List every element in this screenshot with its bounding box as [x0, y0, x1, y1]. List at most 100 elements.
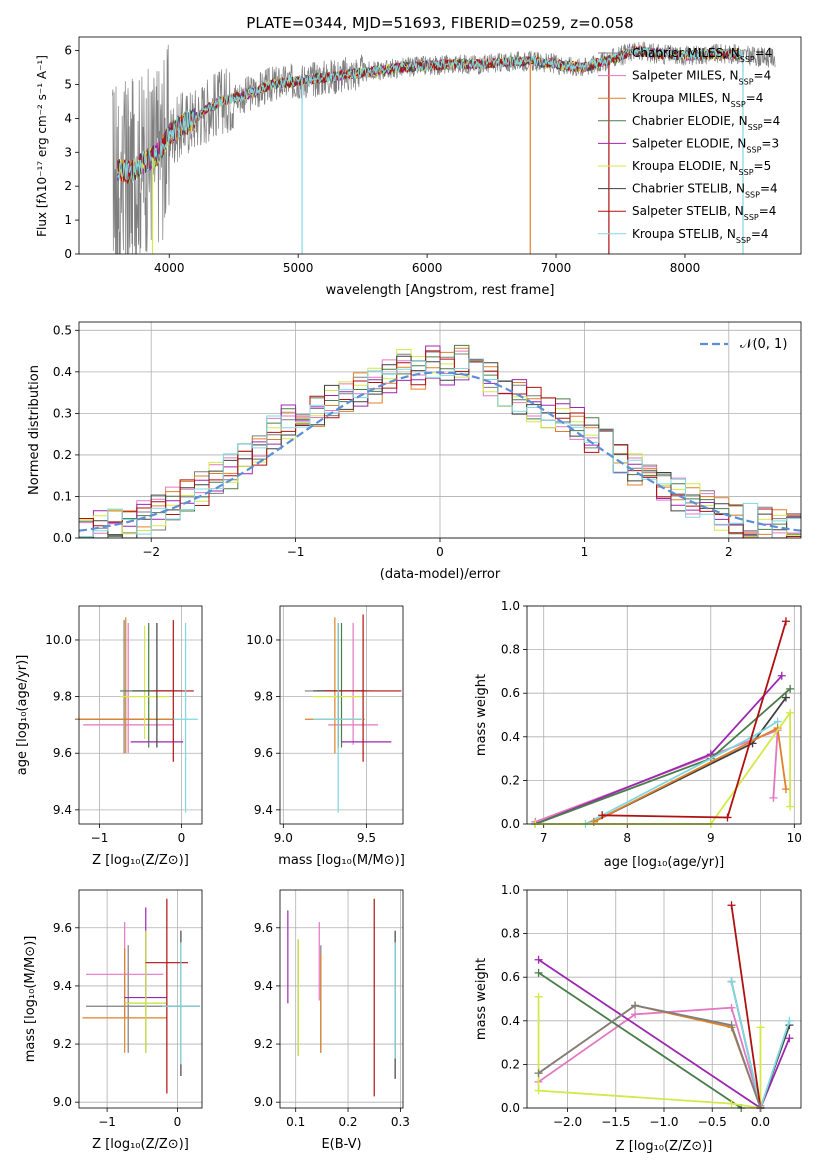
- y-tick-label: 9.4: [254, 803, 273, 817]
- y-tick-label: 9.6: [254, 746, 273, 760]
- ebv-mass-frame: [279, 889, 404, 1109]
- x-tick-label: −1: [98, 1115, 116, 1129]
- y-tick-label: 0.8: [501, 927, 520, 941]
- normal-curve: [79, 371, 801, 532]
- y-tick-label: 1: [64, 213, 72, 227]
- y-tick-label: 0.6: [501, 970, 520, 984]
- y-tick-label: 9.2: [254, 1037, 273, 1051]
- x-tick-label: 0: [436, 545, 444, 559]
- x-tick-label: 7: [540, 831, 548, 845]
- weight-marker: [727, 901, 736, 910]
- legend-entry: Kroupa ELODIE, NSSP=5: [632, 159, 771, 177]
- histogram-step: [79, 355, 801, 538]
- y-tick-label: 0.5: [53, 323, 72, 337]
- x-axis-label: age [log₁₀(age/yr)]: [604, 855, 725, 870]
- panel-Z-age: −1 0 9.4 9.6 9.8 10.0 Z [log₁₀(Z/Z⊙)] age [log₁…: [15, 605, 203, 868]
- x-axis-label: Z [log₁₀(Z/Z⊙)]: [92, 853, 189, 868]
- weight-marker: [786, 802, 795, 811]
- y-tick-label: 0.2: [501, 1057, 520, 1071]
- spectrum-lines: [112, 41, 776, 254]
- weight-line: [730, 905, 762, 1109]
- x-tick-label: −1: [91, 831, 109, 845]
- x-tick-label: 9.5: [357, 831, 376, 845]
- weight-marker: [534, 968, 543, 977]
- y-tick-label: 2: [64, 179, 72, 193]
- y-tick-label: 9.8: [254, 690, 273, 704]
- x-tick-label: 0.2: [338, 1115, 357, 1129]
- y-tick-label: 0.0: [501, 817, 520, 831]
- y-tick-label: 0.2: [501, 773, 520, 787]
- weight-marker: [727, 1099, 736, 1108]
- weight-line: [538, 1006, 762, 1107]
- x-tick-label: 9.0: [274, 831, 293, 845]
- x-tick-label: 6000: [412, 261, 443, 275]
- weight-marker: [727, 977, 736, 986]
- legend-entry: Salpeter STELIB, NSSP=4: [632, 204, 776, 222]
- y-axis-label: age [log₁₀(age/yr)]: [15, 655, 30, 776]
- y-tick-label: 4: [64, 111, 72, 125]
- y-tick-label: 0.8: [501, 643, 520, 657]
- x-axis-label: E(B-V): [321, 1137, 361, 1152]
- x-tick-label: 4000: [154, 261, 185, 275]
- y-tick-label: 1.0: [501, 599, 520, 613]
- y-tick-label: 5: [64, 77, 72, 91]
- y-tick-label: 6: [64, 44, 72, 58]
- y-tick-label: 0.0: [53, 531, 72, 545]
- x-tick-label: 0: [178, 831, 186, 845]
- y-tick-label: 0.6: [501, 686, 520, 700]
- y-tick-label: 3: [64, 145, 72, 159]
- x-tick-label: −2.0: [553, 1115, 582, 1129]
- weight-marker: [781, 617, 790, 626]
- weight-marker: [786, 708, 795, 717]
- weight-marker: [756, 1023, 765, 1032]
- weight-marker: [534, 992, 543, 1001]
- y-tick-label: 9.6: [53, 921, 72, 935]
- x-tick-label: 9: [707, 831, 715, 845]
- y-tick-label: 0: [64, 247, 72, 261]
- y-tick-label: 10.0: [45, 633, 72, 647]
- weight-marker: [777, 671, 786, 680]
- x-tick-label: 5000: [283, 261, 314, 275]
- x-tick-label: 10: [787, 831, 802, 845]
- y-tick-label: 9.6: [254, 921, 273, 935]
- weight-marker: [631, 1010, 640, 1019]
- legend-entry: Salpeter ELODIE, NSSP=3: [632, 136, 779, 154]
- weight-line: [538, 972, 742, 1109]
- x-tick-label: 0.0: [751, 1115, 770, 1129]
- x-tick-label: 0: [174, 1115, 182, 1129]
- x-tick-label: 2: [725, 545, 733, 559]
- y-axis-label: Normed distribution: [27, 365, 42, 495]
- weight-marker: [598, 811, 607, 820]
- legend-entry: 𝒩(0, 1): [740, 337, 787, 352]
- age-weight-frame: [526, 605, 802, 825]
- residuals-frame: [78, 321, 802, 539]
- weight-marker: [723, 813, 732, 822]
- x-axis-label: wavelength [Angstrom, rest frame]: [326, 283, 555, 298]
- x-tick-label: −1: [287, 545, 305, 559]
- x-axis-label: (data-model)/error: [380, 567, 501, 582]
- y-tick-label: 9.4: [53, 803, 72, 817]
- y-tick-label: 0.1: [53, 489, 72, 503]
- x-axis-label: Z [log₁₀(Z/Z⊙)]: [92, 1137, 189, 1152]
- x-tick-label: 0.3: [391, 1115, 410, 1129]
- x-tick-label: −2: [142, 545, 160, 559]
- weight-marker: [781, 785, 790, 794]
- panel-Z-mass: −1 0 9.0 9.2 9.4 9.6 Z [log₁₀(Z/Z⊙)] mass [log₁…: [23, 889, 203, 1152]
- y-axis-label: Flux [fλ10⁻¹⁷ erg cm⁻² s⁻¹ A⁻¹]: [35, 55, 49, 237]
- panel-Z-weight: −2.0 −1.5 −1.0 −0.5 0.0 0.0 0.2 0.4 0.6 0.8 1.0 Z […: [474, 883, 802, 1154]
- histogram-step: [79, 350, 801, 538]
- Z-age-frame: [78, 605, 203, 825]
- panel-spectrum: PLATE=0344, MJD=51693, FIBERID=0259, z=0…: [35, 14, 802, 298]
- weight-marker: [785, 1016, 794, 1025]
- Z-weight-frame: [526, 889, 802, 1109]
- y-tick-label: 9.4: [254, 979, 273, 993]
- weight-marker: [769, 793, 778, 802]
- weight-marker: [534, 1069, 543, 1078]
- legend-entry: Kroupa STELIB, NSSP=4: [632, 227, 769, 245]
- panel-mass-age: 9.0 9.5 9.4 9.6 9.8 10.0 mass [log₁₀(M/M⊙)]: [246, 605, 405, 868]
- y-tick-label: 0.2: [53, 448, 72, 462]
- y-tick-label: 0.4: [501, 1014, 520, 1028]
- y-tick-label: 9.0: [254, 1095, 273, 1109]
- x-tick-label: −1.0: [649, 1115, 678, 1129]
- chart-title: PLATE=0344, MJD=51693, FIBERID=0259, z=0…: [246, 14, 633, 32]
